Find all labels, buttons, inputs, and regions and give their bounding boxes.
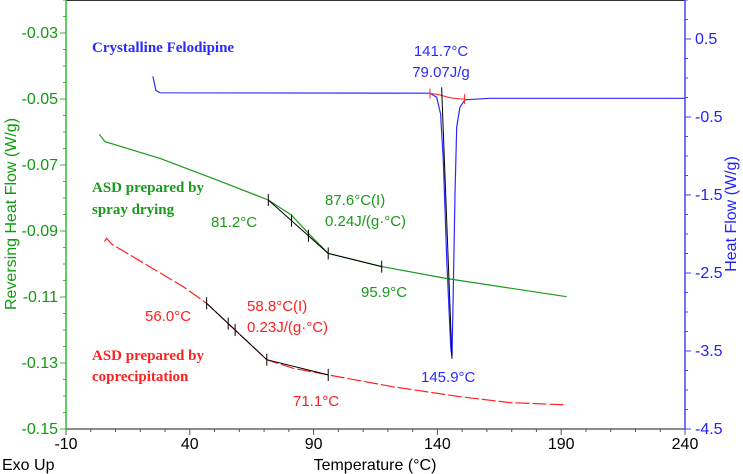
axis-ticks: -10 40 90 140 190 240 -0.03 -0.05 -0.07 -0.09 -0.1… <box>22 0 723 453</box>
annotation-copre-end: 71.1°C <box>293 393 339 410</box>
peak-integration-baseline <box>429 93 465 100</box>
right-y-axis-title: Heat Flow (W/g) <box>723 156 740 272</box>
series-line-0 <box>152 76 685 357</box>
series-label-copre-1: ASD prepared by <box>92 348 204 364</box>
analysis-layer <box>206 87 466 381</box>
left-tick-label: -0.15 <box>22 421 59 438</box>
x-tick-label: 140 <box>424 436 451 453</box>
annotation-spray-onset: 81.2°C <box>211 214 257 231</box>
annotation-spray-end: 95.9°C <box>361 284 407 301</box>
right-tick-label: -0.5 <box>695 109 723 126</box>
series-label-felodipine: Crystalline Felodipine <box>92 40 234 56</box>
tangent-line-0 <box>267 199 382 268</box>
x-tick-label: 190 <box>548 436 575 453</box>
x-axis-title: Temperature (°C) <box>314 457 437 474</box>
annotation-copre-dcp: 0.23J/(g·°C) <box>247 319 328 336</box>
left-tick-label: -0.05 <box>22 91 59 108</box>
series-label-spray-1: ASD prepared by <box>92 180 204 196</box>
right-tick-label: -2.5 <box>695 265 723 282</box>
left-y-axis-title: Reversing Heat Flow (W/g) <box>3 118 20 310</box>
annotation-spray-dcp: 0.24J/(g·°C) <box>325 213 406 230</box>
series-label-spray-2: spray drying <box>92 202 175 218</box>
left-tick-label: -0.03 <box>22 25 59 42</box>
annotation-copre-mid: 58.8°C(I) <box>247 298 307 315</box>
x-tick-label: 40 <box>181 436 199 453</box>
left-tick-label: -0.09 <box>22 223 59 240</box>
annotation-felodipine-peak: 145.9°C <box>421 369 476 386</box>
left-tick-label: -0.13 <box>22 355 59 372</box>
annotation-felodipine-enthalpy: 79.07J/g <box>412 64 470 81</box>
right-tick-label: -3.5 <box>695 343 723 360</box>
right-tick-label: -1.5 <box>695 187 723 204</box>
tangent-line-2 <box>441 87 453 359</box>
annotation-felodipine-onset: 141.7°C <box>414 43 469 60</box>
left-tick-label: -0.11 <box>23 289 58 306</box>
x-tick-label: 90 <box>305 436 323 453</box>
right-tick-label: 0.5 <box>695 31 717 48</box>
annotation-spray-mid: 87.6°C(I) <box>325 192 385 209</box>
x-tick-label: 240 <box>672 436 699 453</box>
left-tick-label: -0.07 <box>22 157 59 174</box>
x-tick-label: -10 <box>54 436 77 453</box>
series-label-copre-2: coprecipitation <box>92 369 189 385</box>
annotation-copre-onset: 56.0°C <box>145 308 191 325</box>
right-tick-label: -4.5 <box>695 421 723 438</box>
corner-label-exo-up: Exo Up <box>2 457 55 474</box>
